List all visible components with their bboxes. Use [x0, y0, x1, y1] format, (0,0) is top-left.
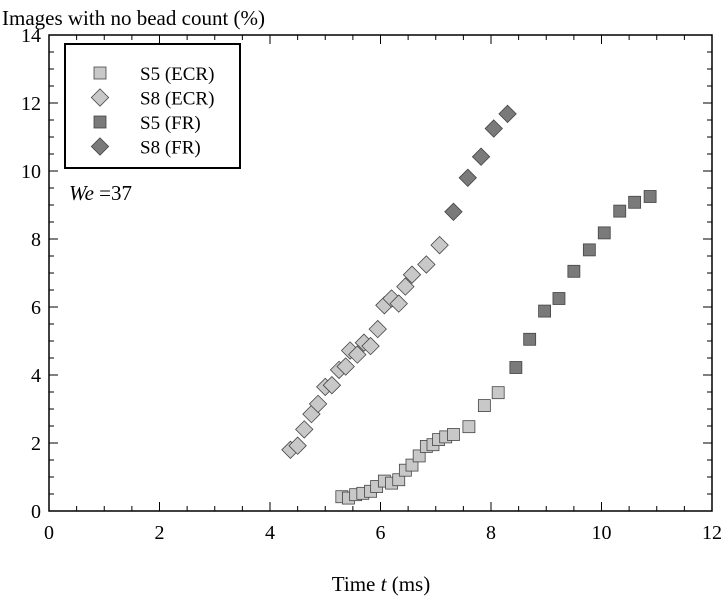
y-tick-label: 8 [31, 229, 41, 251]
data-point [361, 336, 380, 356]
x-tick-label: 12 [702, 522, 722, 544]
data-point [477, 399, 491, 413]
data-point [417, 255, 436, 274]
data-point [412, 449, 426, 463]
legend-label: S8 (ECR) [140, 89, 214, 110]
x-axis-label-unit: (ms) [386, 572, 430, 596]
data-point [392, 473, 406, 487]
data-point [498, 104, 517, 124]
legend-marker [90, 88, 110, 107]
data-point [402, 265, 422, 284]
y-tick-label: 12 [21, 93, 41, 115]
data-point [322, 375, 342, 395]
x-tick-label: 6 [376, 522, 386, 544]
x-axis-label-prefix: Time [332, 572, 381, 596]
data-point [447, 428, 460, 441]
legend-marker [93, 66, 107, 80]
data-point [462, 420, 476, 434]
data-point [643, 190, 657, 203]
data-point [509, 361, 523, 374]
y-tick-label: 2 [31, 433, 41, 455]
x-tick-label: 10 [592, 522, 612, 544]
x-tick-label: 4 [265, 522, 275, 544]
data-point [336, 357, 355, 376]
legend-label: S5 (FR) [140, 113, 201, 134]
data-points [281, 104, 657, 505]
legend: S5 (ECR) S8 (ECR) S5 (FR) S8 (FR) [90, 64, 214, 159]
data-point [471, 147, 491, 166]
data-point [430, 235, 449, 255]
data-point [552, 292, 566, 305]
data-point [567, 264, 581, 278]
data-point [348, 345, 367, 364]
annotation-weber: We =37 [69, 181, 132, 205]
y-axis [49, 34, 712, 512]
x-tick-label: 0 [44, 522, 54, 544]
x-tick-label: 2 [155, 522, 165, 544]
data-point [308, 394, 328, 414]
data-point [288, 436, 307, 455]
y-tick-label: 0 [31, 501, 41, 523]
legend-marker [90, 137, 110, 156]
data-point [597, 226, 611, 240]
annotation-variable: We [69, 181, 94, 205]
data-point [613, 204, 627, 218]
y-tick-label: 14 [21, 25, 41, 47]
data-point [444, 202, 463, 222]
y-tick-label: 6 [31, 297, 41, 319]
y-tick-label: 4 [31, 365, 41, 387]
legend-marker [93, 115, 107, 129]
data-point [523, 332, 537, 346]
data-point [389, 294, 408, 313]
data-point [458, 168, 478, 188]
annotation-value: =37 [94, 181, 132, 205]
y-tick-labels: 0 2 4 6 8 10 12 14 [21, 25, 41, 523]
legend-label: S5 (ECR) [140, 64, 214, 85]
chart-title: Images with no bead count (%) [2, 6, 265, 30]
x-tick-label: 8 [486, 522, 496, 544]
data-point [295, 420, 314, 439]
data-point [538, 304, 551, 318]
data-point [582, 243, 596, 257]
data-point [491, 386, 505, 400]
x-tick-labels: 0 2 4 6 8 10 12 [44, 522, 722, 544]
x-axis-label-variable: t [381, 572, 388, 596]
legend-label: S8 (FR) [140, 138, 201, 159]
y-tick-label: 10 [21, 161, 41, 183]
data-point [628, 195, 642, 209]
x-axis-label: Time t (ms) [332, 572, 430, 596]
data-point [396, 277, 415, 296]
x-axis [48, 35, 713, 511]
data-point [484, 119, 503, 138]
data-point [368, 319, 387, 339]
